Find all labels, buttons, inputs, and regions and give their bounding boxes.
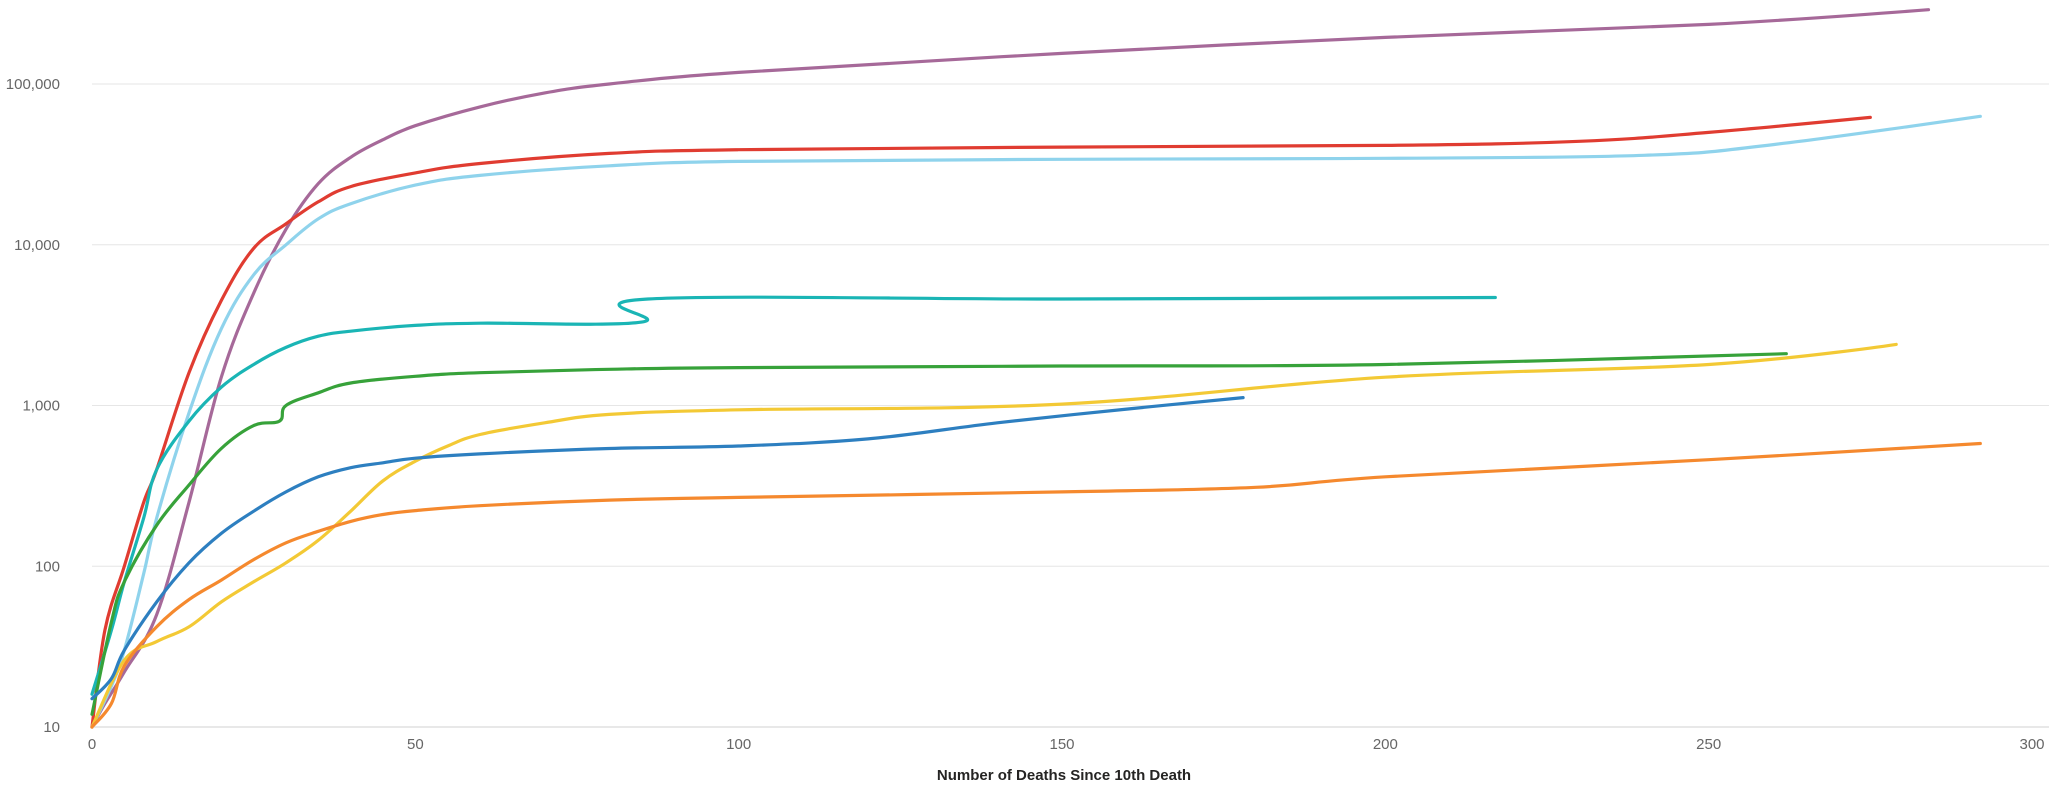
x-axis-ticks: 0 50 100 150 200 250 300 xyxy=(88,736,2045,753)
y-tick-label: 10 xyxy=(43,719,60,736)
x-tick-label: 50 xyxy=(407,736,424,753)
series-line-4[interactable] xyxy=(90,295,1497,696)
series-lines xyxy=(90,8,1982,729)
series-line-1[interactable] xyxy=(90,8,1931,729)
x-tick-label: 250 xyxy=(1696,736,1721,753)
x-tick-label: 100 xyxy=(726,736,751,753)
y-tick-label: 10,000 xyxy=(14,237,60,254)
x-tick-label: 150 xyxy=(1049,736,1074,753)
gridlines xyxy=(92,83,2049,728)
y-tick-label: 1,000 xyxy=(22,398,60,415)
series-line-3[interactable] xyxy=(90,114,1982,729)
series-line-2[interactable] xyxy=(90,115,1872,729)
y-tick-label: 100 xyxy=(35,558,60,575)
x-axis-title: Number of Deaths Since 10th Death xyxy=(937,767,1191,784)
x-tick-label: 300 xyxy=(2019,736,2044,753)
series-line-6[interactable] xyxy=(90,342,1898,729)
x-tick-label: 0 xyxy=(88,736,96,753)
x-tick-label: 200 xyxy=(1373,736,1398,753)
series-line-7[interactable] xyxy=(90,396,1245,701)
series-line-5[interactable] xyxy=(90,352,1788,716)
y-tick-label: 100,000 xyxy=(6,76,60,93)
series-line-8[interactable] xyxy=(90,441,1982,729)
y-axis-ticks: 10 100 1,000 10,000 100,000 xyxy=(6,76,60,736)
